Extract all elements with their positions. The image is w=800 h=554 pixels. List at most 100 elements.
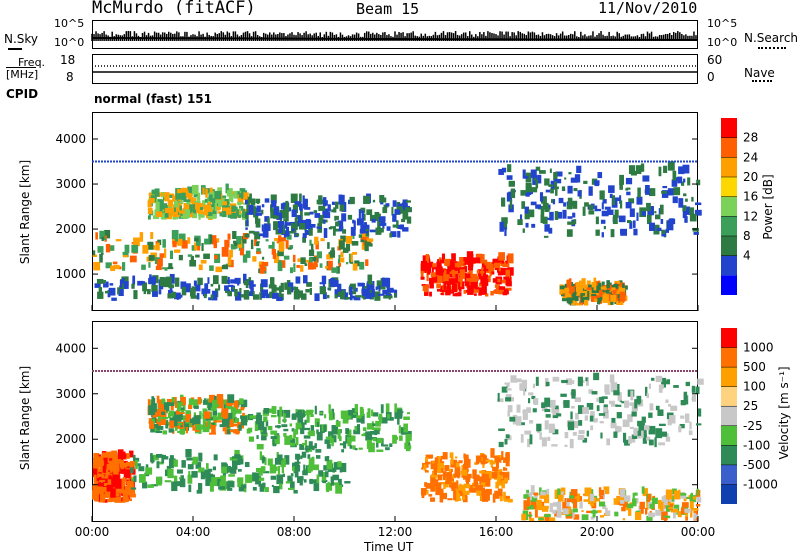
scatter-cell (678, 425, 682, 433)
scatter-cell (242, 254, 248, 263)
scatter-cell (566, 297, 573, 304)
scatter-cell (670, 405, 678, 411)
scatter-cell (691, 496, 696, 500)
scatter-cell (226, 207, 232, 215)
scatter-cell (642, 175, 650, 182)
scatter-cell (586, 287, 592, 291)
scatter-cell (460, 280, 463, 287)
scatter-cell (313, 479, 318, 486)
scatter-cell (548, 184, 554, 187)
scatter-cell (129, 493, 136, 498)
scatter-cell (240, 406, 245, 411)
scatter-cell (103, 482, 108, 487)
scatter-cell (510, 188, 516, 199)
scatter-cell (689, 213, 697, 222)
scatter-cell (423, 464, 427, 471)
scatter-cell (216, 394, 224, 404)
scatter-cell (165, 423, 169, 429)
scatter-cell (505, 287, 512, 291)
scatter-cell (525, 182, 532, 193)
scatter-cell (256, 467, 262, 473)
scatter-cell (351, 290, 357, 295)
colorbar-tick-label: 25 (743, 399, 758, 413)
scatter-cell (126, 498, 133, 501)
colorbar-segment (721, 157, 737, 177)
scatter-cell (545, 189, 551, 193)
scatter-cell (105, 491, 109, 498)
scatter-cell (529, 420, 534, 424)
scatter-cell (505, 452, 509, 460)
scatter-cell (679, 423, 685, 429)
scatter-cell (654, 211, 657, 214)
scatter-cell (224, 285, 229, 291)
scatter-cell (549, 168, 552, 173)
scatter-cell (212, 399, 218, 409)
scatter-cell (323, 219, 326, 224)
scatter-cell (99, 493, 105, 503)
scatter-cell (554, 178, 562, 184)
scatter-cell (641, 211, 646, 216)
scatter-cell (187, 186, 193, 195)
scatter-cell (576, 282, 581, 289)
scatter-cell (595, 290, 601, 293)
scatter-cell (331, 435, 337, 443)
scatter-cell (197, 483, 203, 493)
scatter-cell (480, 454, 486, 462)
scatter-cell (232, 231, 237, 240)
scatter-cell (369, 229, 377, 233)
scatter-cell (530, 499, 537, 509)
scatter-cell (478, 282, 482, 287)
scatter-cell (361, 242, 367, 250)
scatter-cell (152, 397, 156, 405)
scatter-cell (463, 469, 468, 476)
scatter-cell (361, 230, 367, 240)
scatter-cell (392, 200, 397, 207)
scatter-cell (163, 203, 168, 206)
scatter-cell (467, 263, 472, 271)
scatter-cell (286, 212, 289, 222)
scatter-cell (590, 425, 594, 431)
scatter-cell (103, 280, 106, 284)
scatter-cell (192, 203, 197, 214)
scatter-cell (425, 489, 429, 495)
scatter-cell (481, 288, 484, 292)
scatter-cell (270, 436, 278, 439)
scatter-cell (193, 280, 197, 286)
scatter-cell (480, 460, 486, 465)
scatter-cell (382, 207, 388, 214)
scatter-cell (554, 181, 558, 190)
scatter-cell (657, 409, 664, 416)
colorbar-segment (721, 406, 737, 426)
scatter-cell (160, 192, 167, 198)
scatter-cell (636, 430, 642, 436)
scatter-cell (583, 499, 590, 502)
scatter-cell (349, 293, 353, 301)
scatter-cell (510, 397, 514, 402)
scatter-cell (303, 275, 308, 284)
scatter-cell (437, 275, 443, 283)
scatter-cell (185, 283, 191, 293)
scatter-cell (276, 212, 283, 220)
scatter-cell (281, 211, 289, 216)
scatter-cell (304, 212, 310, 216)
scatter-cell (178, 210, 186, 214)
scatter-cell (217, 420, 222, 423)
scatter-cell (530, 485, 535, 495)
scatter-cell (191, 245, 197, 251)
scatter-cell (273, 206, 279, 216)
scatter-cell (191, 462, 198, 465)
scatter-cell (376, 437, 383, 444)
scatter-cell (623, 432, 627, 443)
scatter-cell (194, 198, 197, 202)
scatter-cell (544, 494, 550, 504)
scatter-cell (192, 456, 199, 463)
scatter-cell (174, 277, 180, 287)
scatter-cell (269, 291, 275, 298)
scatter-cell (473, 476, 481, 481)
scatter-cell (235, 408, 242, 414)
scatter-cell (380, 197, 387, 203)
colorbar-tick-label: -1000 (743, 477, 778, 491)
scatter-cell (297, 258, 304, 262)
scatter-cell (561, 379, 568, 384)
scatter-cell (123, 281, 129, 289)
